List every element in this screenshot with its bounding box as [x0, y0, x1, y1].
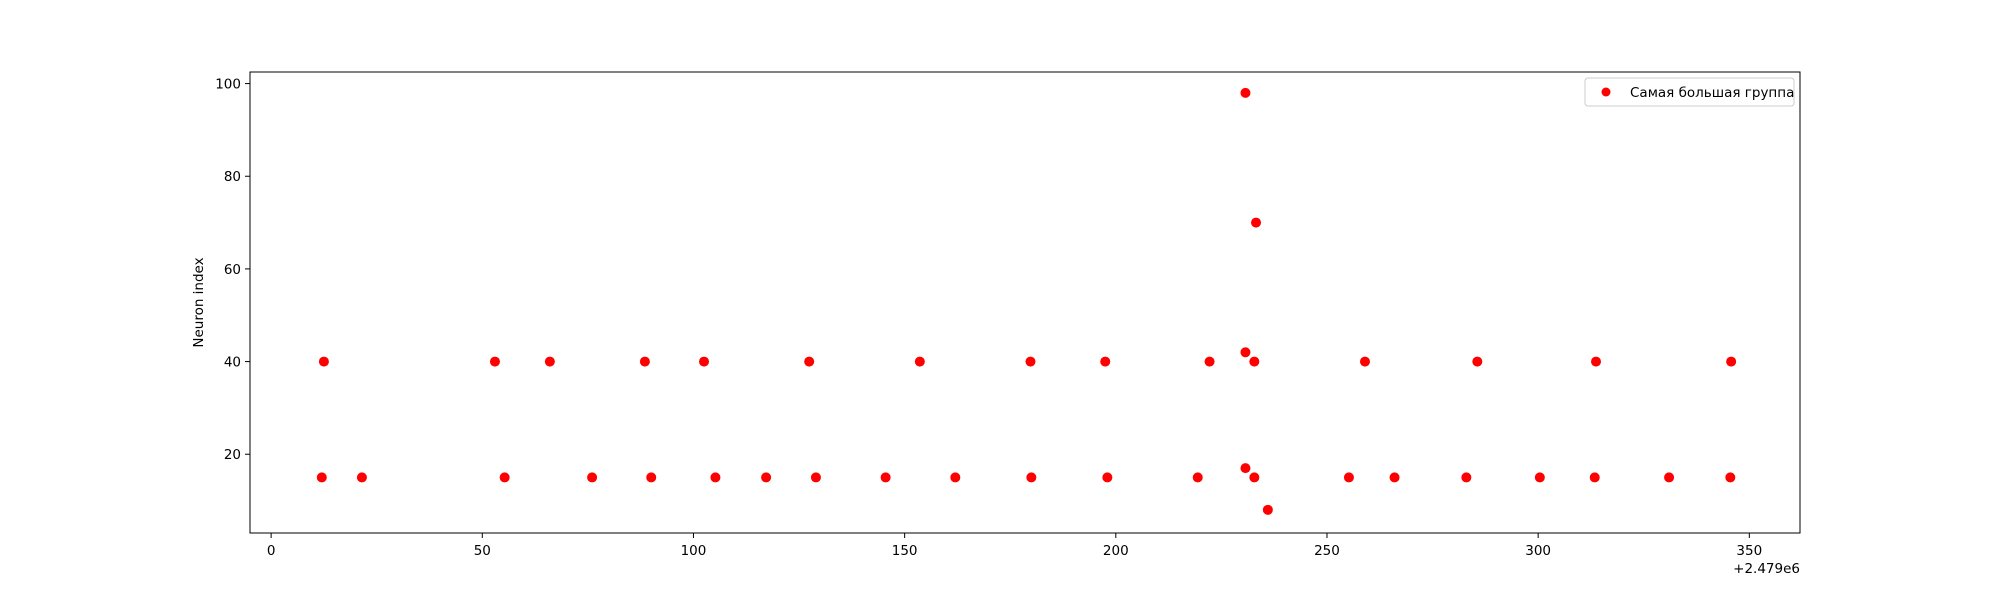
legend-entry-label: Самая большая группа [1630, 85, 1794, 101]
data-point [880, 472, 891, 483]
x-tick-label: 50 [474, 543, 491, 559]
x-tick-label: 150 [892, 543, 918, 559]
data-point [761, 472, 772, 483]
data-point [316, 472, 327, 483]
data-point [1249, 472, 1260, 483]
data-point [1664, 472, 1675, 483]
data-point [1240, 87, 1251, 98]
legend-marker [1601, 87, 1611, 97]
y-tick-label: 80 [224, 169, 241, 185]
legend-box [1584, 77, 1795, 107]
data-point [1240, 463, 1251, 474]
y-tick-label: 20 [224, 447, 241, 463]
data-point [1461, 472, 1472, 483]
data-point [499, 472, 510, 483]
data-point [1192, 472, 1203, 483]
data-point [804, 356, 815, 367]
data-point [1100, 356, 1111, 367]
x-tick-label: 350 [1736, 543, 1762, 559]
data-point [1726, 356, 1737, 367]
x-tick-label: 300 [1525, 543, 1551, 559]
y-axis-ticks: 20 40 60 80 100 [215, 77, 250, 463]
data-point [1262, 504, 1273, 515]
data-point [1359, 356, 1370, 367]
x-tick-label: 0 [267, 543, 276, 559]
data-point [1472, 356, 1483, 367]
data-point [1026, 472, 1037, 483]
data-point [356, 472, 367, 483]
y-tick-label: 60 [224, 262, 241, 278]
data-point [710, 472, 721, 483]
y-axis-label: Neuron index [191, 257, 207, 347]
x-axis-offset-label: +2.479e6 [1733, 561, 1800, 577]
data-point [1249, 356, 1260, 367]
data-point [639, 356, 650, 367]
data-point [1389, 472, 1400, 483]
data-point [489, 356, 500, 367]
data-point [810, 472, 821, 483]
data-point [950, 472, 961, 483]
x-tick-label: 100 [681, 543, 707, 559]
data-point [1102, 472, 1113, 483]
data-point [544, 356, 555, 367]
data-point [1591, 356, 1602, 367]
data-point [646, 472, 657, 483]
data-point [1204, 356, 1215, 367]
x-axis-ticks: 0 50 100 150 200 250 300 350 [267, 533, 1762, 559]
data-point [1251, 217, 1262, 228]
x-tick-label: 200 [1103, 543, 1129, 559]
data-point [318, 356, 329, 367]
data-point [1025, 356, 1036, 367]
y-tick-label: 100 [215, 77, 241, 93]
data-points [316, 87, 1737, 515]
data-point [1343, 472, 1354, 483]
data-point [1589, 472, 1600, 483]
data-point [1534, 472, 1545, 483]
data-point [1725, 472, 1736, 483]
data-point [1240, 347, 1251, 358]
y-tick-label: 40 [224, 355, 241, 371]
plot-area-frame [249, 71, 1801, 534]
data-point [914, 356, 925, 367]
legend: Самая большая группа [1584, 77, 1795, 107]
data-point [699, 356, 710, 367]
data-point [587, 472, 598, 483]
x-tick-label: 250 [1314, 543, 1340, 559]
